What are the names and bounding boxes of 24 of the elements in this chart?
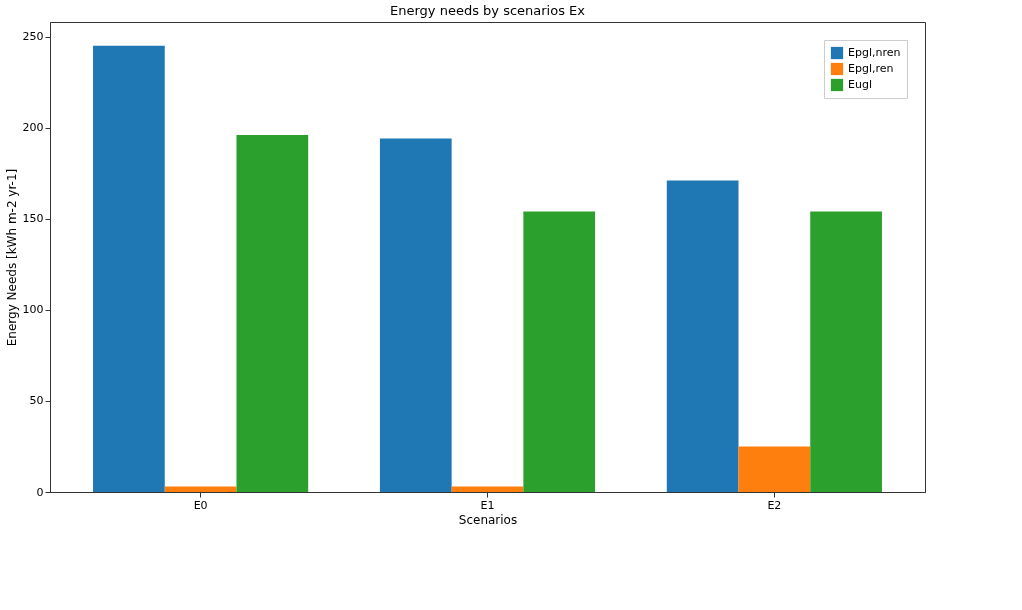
bar <box>451 486 524 492</box>
bar <box>738 446 811 492</box>
x-tick-label: E1 <box>480 498 495 512</box>
bar <box>93 45 165 492</box>
y-tick-label: 250 <box>22 30 44 44</box>
y-axis-title: Energy Needs [kWh m-2 yr-1] <box>4 168 19 347</box>
y-tick-label: 100 <box>22 303 44 317</box>
y-tick-label: 50 <box>29 394 44 408</box>
y-tick-label: 150 <box>22 212 44 226</box>
bar <box>379 138 452 492</box>
x-tick-label: E0 <box>193 498 208 512</box>
chart-title: Energy needs by scenarios Ex <box>390 3 586 18</box>
bar <box>164 486 237 492</box>
legend-label: Eugl <box>848 78 872 91</box>
bar <box>523 211 596 492</box>
x-tick-label: E2 <box>767 498 782 512</box>
bar <box>236 134 309 492</box>
legend-label: Epgl,nren <box>848 46 901 59</box>
x-axis-title: Scenarios <box>458 512 518 527</box>
y-tick-label: 0 <box>36 485 44 499</box>
bar <box>666 180 739 492</box>
legend-label: Epgl,ren <box>848 62 894 75</box>
bar <box>810 211 882 492</box>
y-tick-label: 200 <box>22 121 44 135</box>
